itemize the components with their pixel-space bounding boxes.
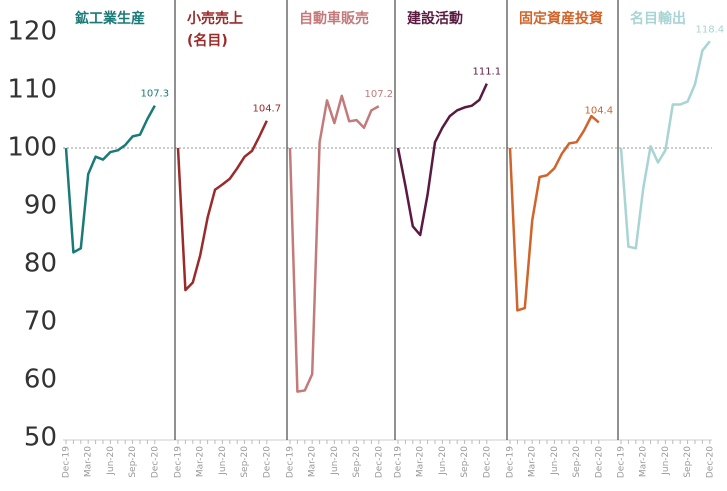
x-tick-label: Sep-20	[352, 446, 362, 478]
x-tick-label: Dec-20	[150, 446, 160, 478]
x-tick-label: Dec-20	[374, 446, 384, 478]
x-tick-label: Dec-20	[705, 446, 715, 478]
x-tick-label: Mar-20	[639, 446, 649, 477]
x-tick-label: Sep-20	[572, 446, 582, 478]
line-series	[176, 120, 268, 292]
x-tick-label: Dec-20	[482, 446, 492, 478]
x-tick-label: Sep-20	[683, 446, 693, 478]
end-value-label: 104.4	[584, 105, 613, 116]
x-tick-label: Mar-20	[84, 446, 94, 477]
x-tick-label: Mar-20	[308, 446, 318, 477]
x-tick-label: Jun-20	[106, 446, 116, 476]
line-series	[508, 114, 600, 312]
line-series	[64, 105, 156, 254]
x-tick-label: Jun-20	[330, 446, 340, 476]
y-tick-label: 60	[24, 365, 57, 395]
x-tick-label: Sep-20	[128, 446, 138, 478]
panel-title: 鉱工業生産	[75, 11, 145, 27]
line-series	[288, 94, 380, 393]
x-tick-label: Jun-20	[438, 446, 448, 476]
x-tick-label: Dec-20	[594, 446, 604, 478]
y-tick-label: 100	[7, 133, 57, 163]
x-tick-label: Mar-20	[196, 446, 206, 477]
x-tick-label: Sep-20	[240, 446, 250, 478]
y-tick-label: 90	[24, 191, 57, 221]
x-tick-label: Jun-20	[550, 446, 560, 476]
line-series	[619, 40, 711, 250]
panel-title: 建設活動	[407, 11, 463, 27]
panel-title: 自動車販売	[299, 11, 369, 27]
x-tick-label: Dec-19	[506, 446, 516, 478]
panel-title: 固定資産投資	[519, 11, 603, 27]
x-tick-label: Mar-20	[416, 446, 426, 477]
end-value-label: 111.1	[472, 67, 501, 78]
line-series	[396, 83, 488, 237]
x-tick-label: Sep-20	[460, 446, 470, 478]
end-value-label: 107.3	[140, 89, 169, 100]
panel-title: 名目輸出	[630, 11, 686, 27]
y-tick-label: 110	[7, 75, 57, 105]
x-tick-label: Dec-19	[286, 446, 296, 478]
end-value-label: 104.7	[252, 104, 281, 115]
x-tick-label: Dec-19	[617, 446, 627, 478]
y-tick-label: 50	[24, 423, 57, 453]
panel-title: 小売売上 (名目)	[187, 11, 243, 49]
x-tick-label: Jun-20	[218, 446, 228, 476]
y-tick-label: 120	[7, 17, 57, 47]
x-tick-label: Dec-19	[174, 446, 184, 478]
end-value-label: 107.2	[364, 89, 393, 100]
end-value-label: 118.4	[695, 24, 724, 35]
x-tick-label: Dec-19	[62, 446, 72, 478]
x-tick-label: Dec-20	[262, 446, 272, 478]
x-tick-label: Mar-20	[528, 446, 538, 477]
y-tick-label: 80	[24, 249, 57, 279]
x-tick-label: Dec-19	[394, 446, 404, 478]
x-tick-label: Jun-20	[661, 446, 671, 476]
y-tick-label: 70	[24, 307, 57, 337]
